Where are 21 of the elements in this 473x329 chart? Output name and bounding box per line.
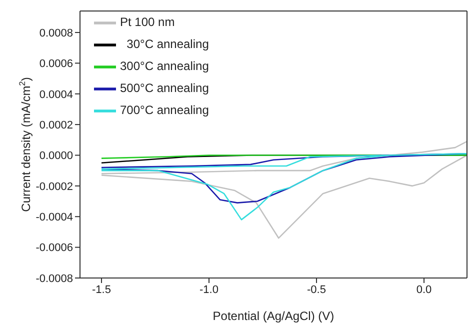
legend-label: 300°C annealing — [120, 59, 209, 74]
x-tick-label: -1.5 — [92, 284, 111, 296]
y-tick-label: 0.0004 — [39, 88, 73, 101]
x-tick-label: -0.5 — [307, 284, 326, 296]
line-series — [100, 140, 467, 239]
x-tick-label: -1.0 — [200, 284, 218, 296]
y-tick-label: 0.0006 — [39, 58, 73, 70]
legend-label: 30°C annealing — [126, 37, 209, 52]
x-axis-title: Potential (Ag/AgCl) (V) — [212, 309, 334, 323]
y-tick-label: -0.0006 — [36, 242, 73, 254]
legend-label: 700°C annealing — [120, 103, 209, 118]
y-tick-label: -0.0002 — [36, 180, 73, 193]
y-tick-label: 0.0008 — [39, 27, 73, 40]
x-tick-label: 0.0 — [416, 284, 432, 296]
legend-label: 500°C annealing — [120, 81, 209, 96]
y-tick-label: 0.0002 — [39, 119, 73, 132]
legend-label: Pt 100 nm — [120, 15, 175, 30]
y-tick-label: 0.0000 — [39, 150, 73, 162]
y-tick-label: -0.0004 — [36, 212, 73, 224]
line-series — [100, 153, 467, 220]
y-tick-label: -0.0008 — [36, 272, 73, 285]
